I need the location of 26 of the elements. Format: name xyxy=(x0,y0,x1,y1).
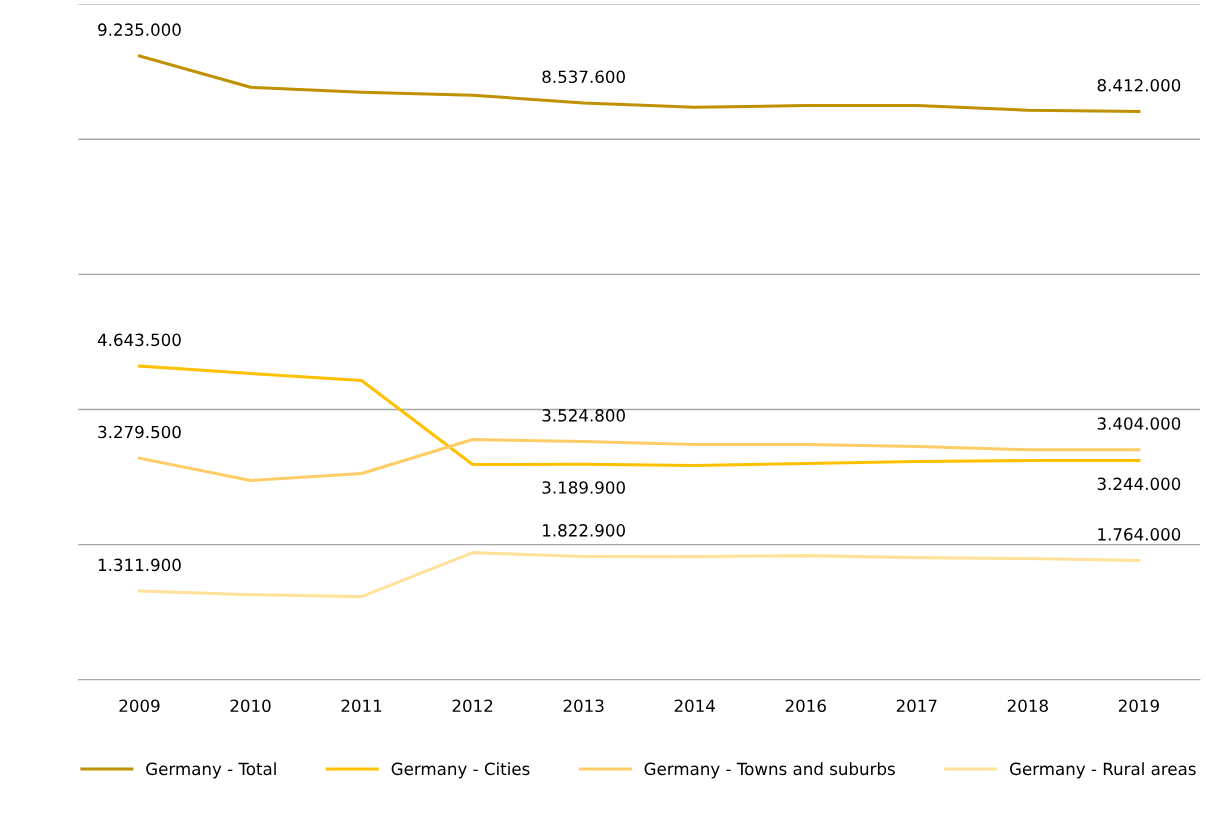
data-label: 8.537.600 xyxy=(542,70,625,84)
legend-label: Germany - Towns and suburbs xyxy=(644,762,895,779)
data-label: 3.244.000 xyxy=(1097,477,1181,491)
legend-label: Germany - Total xyxy=(146,762,276,779)
x-tick-label: 2011 xyxy=(341,699,382,713)
x-tick-label: 2019 xyxy=(1118,699,1159,713)
data-label: 1.822.900 xyxy=(543,524,625,537)
data-label: 9.235.000 xyxy=(98,23,181,36)
data-label: 3.404.000 xyxy=(1097,417,1181,430)
data-label: 8.412.000 xyxy=(1097,78,1181,92)
legend-label: Germany - Rural areas xyxy=(1009,762,1196,779)
legend-label: Germany - Cities xyxy=(391,762,530,779)
x-tick-label: 2009 xyxy=(119,699,160,713)
data-label: 3.279.500 xyxy=(98,425,181,439)
x-tick-label: 2013 xyxy=(563,699,604,713)
data-label: 3.524.800 xyxy=(542,409,625,422)
x-tick-label: 2014 xyxy=(674,699,715,713)
x-tick-label: 2012 xyxy=(452,699,493,713)
data-label: 3.189.900 xyxy=(542,481,625,494)
x-tick-label: 2016 xyxy=(785,699,826,713)
x-tick-label: 2018 xyxy=(1007,699,1048,713)
x-tick-label: 2010 xyxy=(230,699,271,713)
data-label: 4.643.500 xyxy=(97,333,181,347)
data-label: 1.764.000 xyxy=(1098,528,1181,541)
data-label: 1.311.900 xyxy=(98,558,181,572)
x-tick-label: 2017 xyxy=(896,699,937,713)
